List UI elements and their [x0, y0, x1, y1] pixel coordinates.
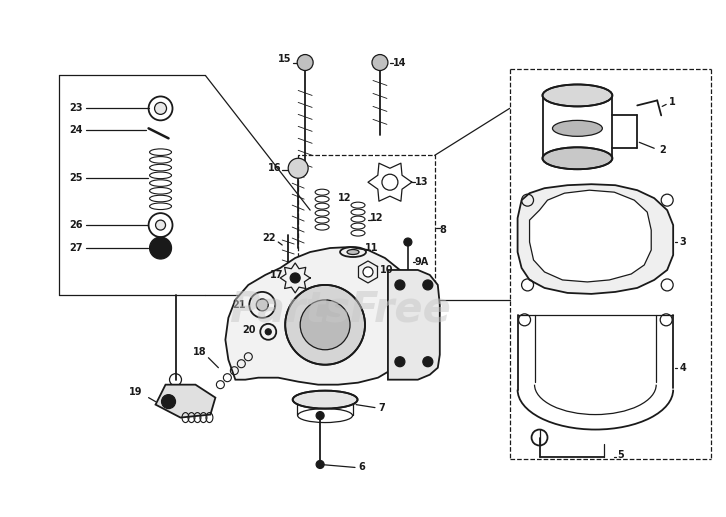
Text: PartsFree: PartsFree	[229, 289, 451, 331]
Circle shape	[423, 357, 433, 367]
Text: 5: 5	[617, 450, 624, 461]
Text: 15: 15	[278, 54, 292, 64]
Circle shape	[290, 273, 300, 283]
Text: 10: 10	[380, 265, 393, 275]
Circle shape	[162, 394, 176, 408]
Text: 9A: 9A	[415, 257, 429, 267]
Circle shape	[288, 158, 308, 178]
Circle shape	[155, 102, 166, 114]
Circle shape	[265, 329, 272, 335]
Circle shape	[316, 461, 324, 468]
Text: 4: 4	[679, 363, 686, 373]
Text: 26: 26	[69, 220, 82, 230]
Circle shape	[404, 238, 412, 246]
Text: 25: 25	[69, 173, 82, 183]
Circle shape	[395, 280, 405, 290]
Text: 3: 3	[679, 237, 686, 247]
Text: 2: 2	[659, 145, 666, 155]
Text: 1: 1	[669, 97, 676, 108]
Circle shape	[285, 285, 365, 364]
Circle shape	[372, 55, 388, 70]
Text: 19: 19	[129, 387, 142, 397]
Circle shape	[155, 220, 166, 230]
Ellipse shape	[542, 84, 612, 107]
Circle shape	[150, 237, 171, 259]
Text: 13: 13	[415, 177, 428, 187]
Circle shape	[423, 280, 433, 290]
Text: 23: 23	[69, 103, 82, 113]
Text: 21: 21	[232, 300, 246, 310]
Text: 12: 12	[370, 213, 383, 223]
Text: 22: 22	[262, 233, 276, 243]
Polygon shape	[155, 385, 216, 418]
Polygon shape	[225, 247, 420, 385]
Circle shape	[316, 412, 324, 420]
Text: 18: 18	[192, 347, 206, 357]
Ellipse shape	[293, 391, 357, 408]
Polygon shape	[388, 270, 440, 379]
Text: 14: 14	[393, 57, 407, 68]
Text: 17: 17	[270, 270, 284, 280]
Text: 20: 20	[242, 325, 256, 335]
Text: 12: 12	[338, 193, 351, 203]
Text: 7: 7	[378, 403, 385, 413]
Text: 16: 16	[268, 163, 282, 173]
Text: 6: 6	[358, 462, 364, 473]
Circle shape	[395, 357, 405, 367]
Polygon shape	[529, 190, 651, 282]
Text: 8: 8	[440, 225, 446, 235]
Polygon shape	[518, 184, 673, 294]
Text: 27: 27	[69, 243, 82, 253]
Text: 11: 11	[365, 243, 378, 253]
Circle shape	[300, 300, 350, 350]
Ellipse shape	[347, 250, 359, 254]
Circle shape	[382, 174, 398, 190]
Circle shape	[297, 55, 313, 70]
Ellipse shape	[552, 120, 603, 136]
Ellipse shape	[542, 147, 612, 169]
Circle shape	[363, 267, 373, 277]
Circle shape	[256, 299, 268, 311]
Text: 24: 24	[69, 125, 82, 135]
